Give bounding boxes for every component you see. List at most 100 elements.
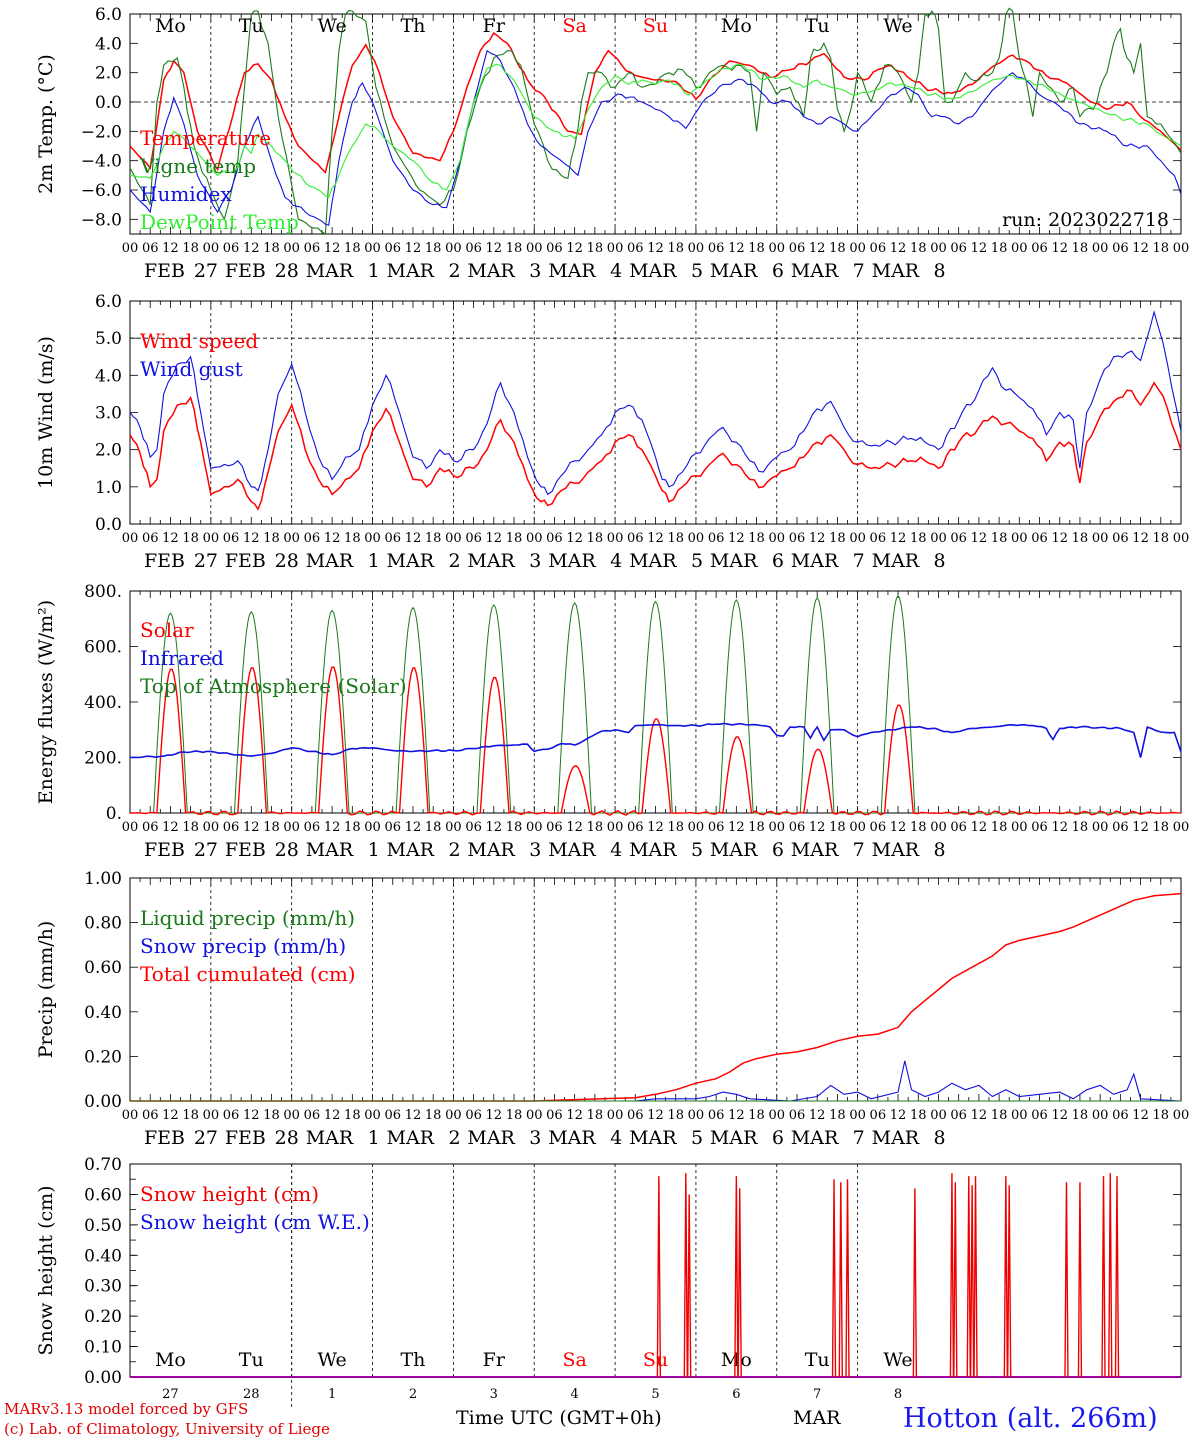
hour-tick-label: 12 [1132, 241, 1149, 256]
day-number: 3 [490, 1387, 498, 1402]
hour-tick-label: 18 [263, 241, 280, 256]
date-label-day: 5 [691, 1127, 703, 1149]
legend-entry: Solar [140, 618, 194, 642]
snow-spike [953, 1182, 958, 1378]
hour-tick-label: 00 [364, 241, 381, 256]
hour-tick-label: 06 [546, 820, 563, 835]
hour-tick-label: 06 [1031, 241, 1048, 256]
y-tick-label: 3.0 [95, 404, 122, 424]
hour-tick-label: 00 [768, 531, 785, 546]
weekday-label: Mo [721, 1349, 752, 1371]
snow-panel: 27 28 1 2 3 4 5 6 7 8 Mo Tu We Th Fr Sa Su Mo Tu We 0.00 0.10… [35, 1155, 1182, 1410]
legend-entry: Snow height (cm) [140, 1182, 319, 1206]
hour-tick-label: 06 [384, 820, 401, 835]
hour-tick-label: 06 [1112, 1108, 1129, 1123]
hour-tick-label: 06 [304, 820, 321, 835]
y-tick-label: 0.0 [95, 515, 122, 535]
y-tick-label: 1.00 [84, 869, 122, 889]
hour-tick-label: 18 [506, 241, 523, 256]
hour-tick-label: 00 [445, 241, 462, 256]
date-label-month: MAR [710, 1127, 758, 1149]
snow-spike [838, 1182, 843, 1378]
series-humidex [129, 49, 1182, 226]
hour-tick-label: 12 [405, 1108, 422, 1123]
weekday-label: Tu [239, 15, 264, 37]
hour-tick-label: 18 [667, 1108, 684, 1123]
hour-tick-label: 06 [223, 1108, 240, 1123]
hour-tick-label: 00 [1173, 1108, 1190, 1123]
date-label-day: 8 [934, 260, 946, 282]
hour-tick-label: 00 [607, 531, 624, 546]
hour-tick-label: 00 [930, 241, 947, 256]
y-tick-label: 0.10 [84, 1338, 122, 1358]
hour-tick-label: 18 [344, 531, 361, 546]
hour-tick-label: 00 [203, 1108, 220, 1123]
date-label-month: MAR [629, 1127, 677, 1149]
weekday-label: We [317, 15, 346, 37]
date-label-day: 5 [691, 260, 703, 282]
hour-tick-label: 06 [546, 531, 563, 546]
y-axis-title: Snow height (cm) [35, 1185, 57, 1355]
hour-tick-label: 00 [526, 241, 543, 256]
day-number: 2 [409, 1387, 417, 1402]
date-label-day: 2 [448, 260, 460, 282]
lab-credit: (c) Lab. of Climatology, University of L… [4, 1420, 330, 1438]
hour-tick-label: 18 [587, 531, 604, 546]
hour-tick-label: 00 [1092, 820, 1109, 835]
y-tick-label: 0.20 [84, 1047, 122, 1067]
snow-spike [1114, 1176, 1120, 1378]
snow-spike [973, 1176, 978, 1378]
hour-tick-label: 00 [768, 820, 785, 835]
date-label-month: FEB [144, 839, 185, 861]
date-label-day: 3 [529, 260, 541, 282]
hour-tick-label: 18 [425, 820, 442, 835]
weekday-label: We [317, 1349, 346, 1371]
date-label-day: 27 [194, 839, 218, 861]
hour-tick-label: 00 [283, 531, 300, 546]
run-annotation: run: 2023022718 [1002, 209, 1169, 231]
hour-tick-label: 06 [708, 531, 725, 546]
hour-tick-label: 18 [263, 1108, 280, 1123]
hour-tick-label: 06 [546, 241, 563, 256]
date-label-month: MAR [548, 260, 596, 282]
legend-entry: Vigne temp [139, 154, 256, 178]
hour-tick-label: 12 [486, 241, 503, 256]
series-temperature [129, 32, 1182, 174]
hour-tick-label: 12 [566, 820, 583, 835]
hour-tick-label: 00 [849, 1108, 866, 1123]
day-number: 27 [162, 1387, 179, 1402]
date-label-day: 7 [853, 1127, 865, 1149]
date-label-month: MAR [872, 260, 920, 282]
hour-tick-label: 06 [223, 820, 240, 835]
hour-tick-label: 12 [890, 531, 907, 546]
date-label-day: 6 [772, 1127, 784, 1149]
hour-tick-label: 18 [1153, 241, 1170, 256]
hour-tick-label: 18 [1153, 531, 1170, 546]
hour-tick-label: 06 [304, 241, 321, 256]
legend-entry: Snow precip (mm/h) [140, 934, 346, 958]
hour-tick-label: 06 [1031, 820, 1048, 835]
hour-tick-label: 12 [728, 241, 745, 256]
hour-tick-label: 12 [324, 241, 341, 256]
hour-tick-label: 06 [870, 531, 887, 546]
weekday-label: Tu [805, 1349, 830, 1371]
hour-tick-label: 00 [203, 531, 220, 546]
snow-spike [1007, 1185, 1012, 1378]
hour-tick-label: 06 [465, 241, 482, 256]
hour-tick-label: 18 [587, 241, 604, 256]
date-label-month: MAR [467, 550, 515, 572]
date-label-day: 1 [368, 1127, 380, 1149]
hour-tick-label: 00 [445, 820, 462, 835]
hour-tick-label: 06 [384, 531, 401, 546]
hour-tick-label: 18 [667, 820, 684, 835]
date-label-day: 6 [772, 839, 784, 861]
legend-entry: Snow height (cm W.E.) [140, 1210, 370, 1234]
hour-tick-label: 18 [587, 820, 604, 835]
y-tick-label: 0.20 [84, 1307, 122, 1327]
weekday-label: Sa [562, 15, 586, 37]
hour-tick-label: 12 [1051, 1108, 1068, 1123]
date-label-day: 5 [691, 839, 703, 861]
weekday-label: Fr [483, 1349, 506, 1371]
hour-tick-label: 12 [1051, 531, 1068, 546]
footer: MARv3.13 model forced by GFS (c) Lab. of… [4, 1400, 1158, 1438]
